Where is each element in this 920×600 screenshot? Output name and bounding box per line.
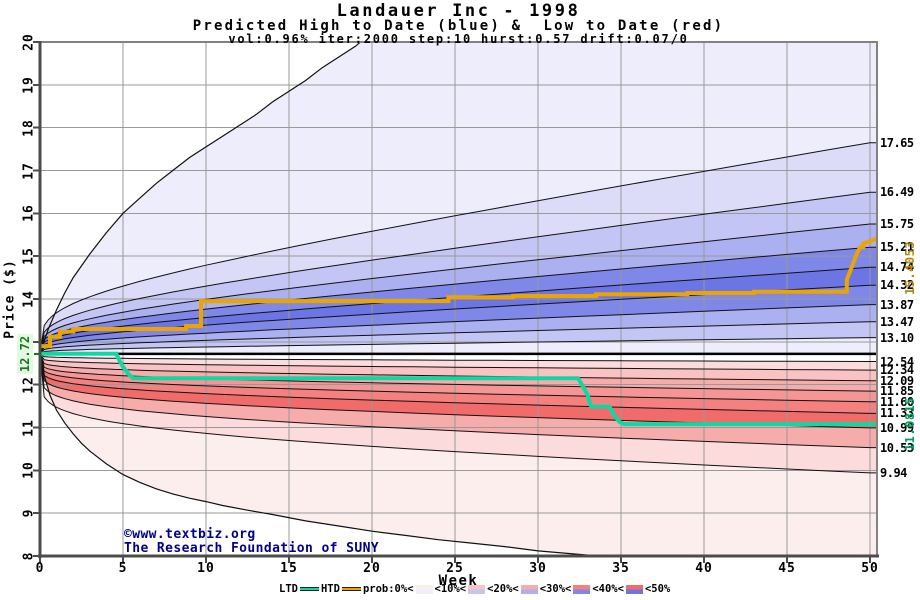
contour-end-label: 17.65: [880, 135, 914, 150]
x-tick-label: 15: [280, 561, 298, 576]
y-tick-label: 14: [21, 290, 37, 308]
x-tick-label: 0: [35, 561, 45, 576]
y-tick-label: 19: [21, 76, 37, 94]
copyright-url[interactable]: ©www.textbiz.org: [124, 527, 256, 542]
y-axis-title: Price ($): [2, 259, 18, 339]
contour-end-label: 14.74: [880, 260, 914, 275]
y-tick-label: 20: [21, 33, 37, 51]
contour-end-label: 10.53: [880, 440, 914, 455]
legend-probability-band-swatch: [625, 584, 643, 594]
legend-label: HTD: [320, 583, 340, 595]
chart-parameters: vol:0.96% iter:2000 step:10 hurst:0.57 d…: [228, 32, 689, 46]
y-tick-label: 16: [21, 204, 37, 223]
y-tick-label: 18: [21, 118, 37, 137]
legend-label: LTD: [279, 583, 298, 595]
legend-label: prob:0%<: [362, 583, 414, 595]
contour-end-label: 12.34: [880, 363, 914, 378]
legend-htd-line-swatch: [341, 587, 361, 591]
chart-subtitle: Predicted High to Date (blue) & Low to D…: [192, 18, 725, 34]
x-tick-label: 45: [778, 561, 796, 576]
x-axis-title: Week: [438, 573, 479, 589]
contour-end-label: 13.10: [880, 330, 914, 345]
x-tick-label: 5: [118, 561, 128, 576]
legend-ltd-line-swatch: [299, 587, 319, 591]
legend-label: <50%: [644, 583, 671, 595]
contour-end-label: 10.99: [880, 420, 914, 435]
legend-probability-band-swatch: [573, 584, 591, 594]
legend-probability-band-swatch: [415, 584, 433, 594]
contour-end-label: 12.54: [880, 354, 914, 369]
y-tick-label: 12: [21, 375, 37, 394]
legend-probability-band-swatch: [468, 584, 486, 594]
y-tick-label: 9: [21, 508, 37, 518]
y-tick-label: 11: [21, 418, 37, 437]
contour-end-label: 14.32: [880, 278, 914, 293]
legend-label: <30%<: [539, 583, 572, 595]
x-tick-label: 35: [612, 561, 630, 576]
x-tick-label: 25: [446, 561, 464, 576]
htd-final-value-label: 15.4053: [903, 240, 917, 296]
contour-end-label: 13.47: [880, 314, 914, 329]
legend-label: <10%<: [434, 583, 467, 595]
legend-label: <20%<: [487, 583, 519, 595]
y-tick-label: 10: [21, 461, 37, 480]
contour-end-label: 11.33: [880, 406, 914, 421]
x-tick-label: 10: [197, 561, 215, 576]
chart-title: Landauer Inc - 1998: [336, 1, 581, 21]
contour-end-label: 12.09: [880, 373, 914, 388]
legend-probability-band-swatch: [520, 584, 538, 594]
contour-end-label: 13.87: [880, 297, 914, 312]
contour-end-label: 15.75: [880, 217, 914, 232]
y-tick-label: 15: [21, 247, 37, 265]
contour-end-label: 15.21: [880, 240, 914, 255]
copyright-org: The Research Foundation of SUNY: [124, 541, 380, 556]
y-tick-label: 17: [21, 161, 37, 180]
start-price-label: 12.72: [17, 333, 33, 375]
contour-end-label: 11.60: [880, 394, 914, 409]
x-tick-label: 30: [529, 561, 547, 576]
ltd-final-value-label: 11.0815: [903, 396, 917, 452]
legend-label: <40%<: [592, 583, 624, 595]
x-tick-label: 50: [861, 561, 879, 576]
contour-end-label: 16.49: [880, 185, 914, 200]
x-tick-label: 40: [695, 561, 713, 576]
legend: LTD HTD prob:0%< <10%< <20%< <30%< <40%< <50%: [277, 583, 672, 595]
contour-end-label: 11.85: [880, 384, 914, 399]
contour-end-label: 9.94: [880, 465, 907, 480]
y-tick-label: 8: [21, 551, 37, 561]
x-tick-label: 20: [363, 561, 381, 576]
